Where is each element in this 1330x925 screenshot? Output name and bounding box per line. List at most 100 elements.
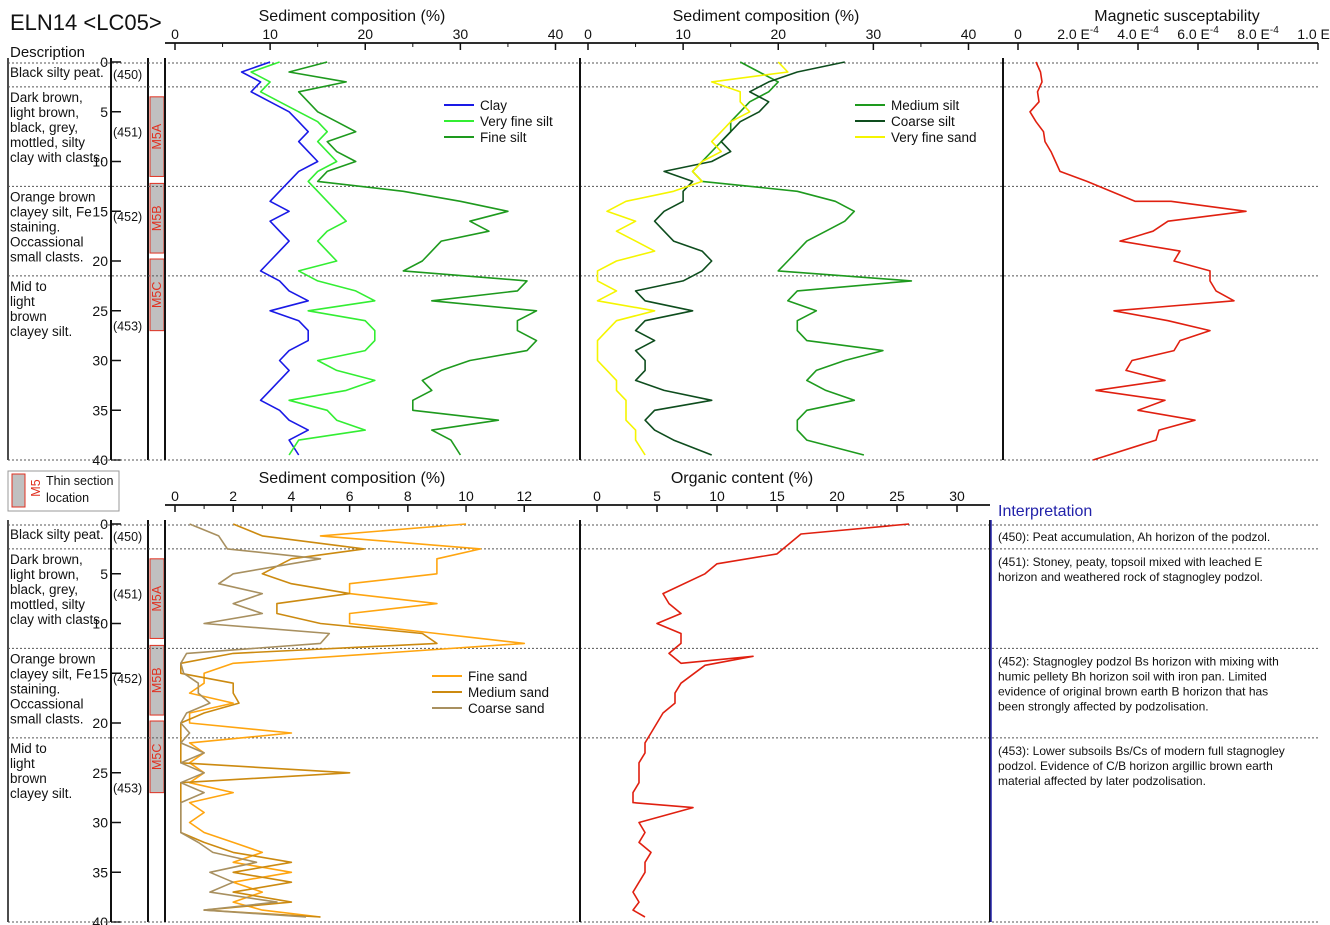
depth-tick-label: 5 (100, 104, 108, 120)
thin-section-label: M5C (150, 282, 164, 308)
x-tick-label: 20 (770, 26, 786, 42)
depth-tick-label: 20 (92, 253, 108, 269)
unit-id: (453) (113, 320, 142, 334)
unit-description: Black silty peat. (10, 65, 104, 80)
x-tick-label: 10 (262, 26, 278, 42)
legend-label: Coarse silt (891, 114, 955, 129)
legend-label: Fine silt (480, 130, 527, 145)
depth-tick-label: 0 (100, 54, 108, 70)
plot-title: Magnetic susceptability (1094, 8, 1259, 25)
series-line-coarse-silt (634, 61, 845, 456)
series-line-medium-sand (180, 523, 438, 918)
unit-description: Dark brown, light brown, black, grey, mottl… (10, 552, 104, 627)
plot-title: Sediment composition (%) (673, 8, 860, 25)
x-tick-label: 30 (949, 488, 965, 504)
x-tick-label: 30 (866, 26, 882, 42)
unit-id: (452) (113, 672, 142, 686)
legend-label: Very fine silt (480, 114, 553, 129)
unit-id: (451) (113, 588, 142, 602)
depth-tick-label: 30 (92, 815, 108, 831)
interpretation-text: (451): Stoney, peaty, topsoil mixed with… (998, 555, 1263, 584)
unit-description: Mid to light brown clayey silt. (10, 741, 72, 801)
x-tick-label: 2 (229, 488, 237, 504)
unit-id: (450) (113, 68, 142, 82)
x-tick-label: 10 (458, 488, 474, 504)
x-tick-label: 5 (653, 488, 661, 504)
depth-tick-label: 0 (100, 516, 108, 532)
depth-tick-label: 15 (92, 665, 108, 681)
series-line-very-fine-sand (596, 61, 789, 456)
plot-title: Organic content (%) (671, 470, 813, 487)
x-tick-label: 10 (709, 488, 725, 504)
interpretation-header: Interpretation (998, 503, 1092, 520)
x-tick-label: 0 (593, 488, 601, 504)
depth-tick-label: 40 (92, 914, 108, 925)
interpretation-text: (452): Stagnogley podzol Bs horizon with… (998, 654, 1279, 713)
x-tick-label: 2.0 E-4 (1057, 25, 1099, 42)
thin-section-label: M5C (150, 744, 164, 770)
legend-label: Fine sand (468, 669, 527, 684)
x-tick-label: 6 (346, 488, 354, 504)
legend-label: Medium silt (891, 98, 960, 113)
depth-tick-label: 20 (92, 715, 108, 731)
unit-id: (451) (113, 126, 142, 140)
thin-section-legend-line1: Thin section (46, 474, 113, 488)
depth-tick-label: 10 (92, 154, 108, 170)
x-tick-label: 0 (584, 26, 592, 42)
x-tick-label: 4 (288, 488, 296, 504)
x-tick-label: 12 (516, 488, 532, 504)
interpretation-text: (450): Peat accumulation, Ah horizon of … (998, 530, 1270, 544)
depth-tick-label: 25 (92, 765, 108, 781)
x-tick-label: 6.0 E-4 (1177, 25, 1219, 42)
depth-tick-label: 35 (92, 402, 108, 418)
plot-title: Sediment composition (%) (259, 470, 446, 487)
series-line-fine-silt (288, 61, 538, 456)
series-line-coarse-sand (180, 523, 331, 918)
unit-id: (450) (113, 530, 142, 544)
legend-label: Medium sand (468, 685, 549, 700)
unit-description: Black silty peat. (10, 527, 104, 542)
series-line-very-fine-silt (250, 61, 376, 456)
unit-id: (453) (113, 782, 142, 796)
figure-title: ELN14 <LC05> (10, 10, 162, 35)
x-tick-label: 20 (357, 26, 373, 42)
x-tick-label: 40 (548, 26, 564, 42)
x-tick-label: 1.0 E-3 (1297, 25, 1330, 42)
unit-description: Orange brown clayey silt, Fe staining. Occa… (10, 651, 96, 726)
depth-tick-label: 5 (100, 566, 108, 582)
x-tick-label: 40 (961, 26, 977, 42)
x-tick-label: 20 (829, 488, 845, 504)
thin-section-label: M5B (150, 205, 164, 231)
thin-section-legend-line2: location (46, 491, 89, 505)
plot-title: Sediment composition (%) (259, 8, 446, 25)
legend-label: Very fine sand (891, 130, 977, 145)
thin-section-label: M5B (150, 667, 164, 693)
depth-tick-label: 35 (92, 864, 108, 880)
x-tick-label: 8 (404, 488, 412, 504)
series-line-medium-silt (691, 61, 913, 456)
x-tick-label: 0 (1014, 26, 1022, 42)
interpretation-text: (453): Lower subsoils Bs/Cs of modern fu… (998, 744, 1285, 788)
thin-section-label: M5A (150, 123, 164, 149)
thin-section-legend-swatch (11, 473, 26, 508)
legend-label: Coarse sand (468, 701, 545, 716)
depth-tick-label: 15 (92, 203, 108, 219)
series-line-fine-sand (188, 523, 526, 918)
x-tick-label: 10 (675, 26, 691, 42)
x-tick-label: 25 (889, 488, 905, 504)
series-line-clay (240, 61, 319, 456)
thin-section-legend-frame (7, 470, 120, 512)
depth-tick-label: 10 (92, 616, 108, 632)
x-tick-label: 0 (171, 488, 179, 504)
thin-section-legend-code: M5 (29, 479, 43, 496)
depth-tick-label: 25 (92, 303, 108, 319)
series-line-data (1029, 61, 1247, 461)
x-tick-label: 15 (769, 488, 785, 504)
unit-id: (452) (113, 210, 142, 224)
unit-description: Orange brown clayey silt, Fe staining. Occa… (10, 189, 96, 264)
x-tick-label: 0 (171, 26, 179, 42)
unit-description: Dark brown, light brown, black, grey, mottl… (10, 90, 104, 165)
x-tick-label: 30 (453, 26, 469, 42)
